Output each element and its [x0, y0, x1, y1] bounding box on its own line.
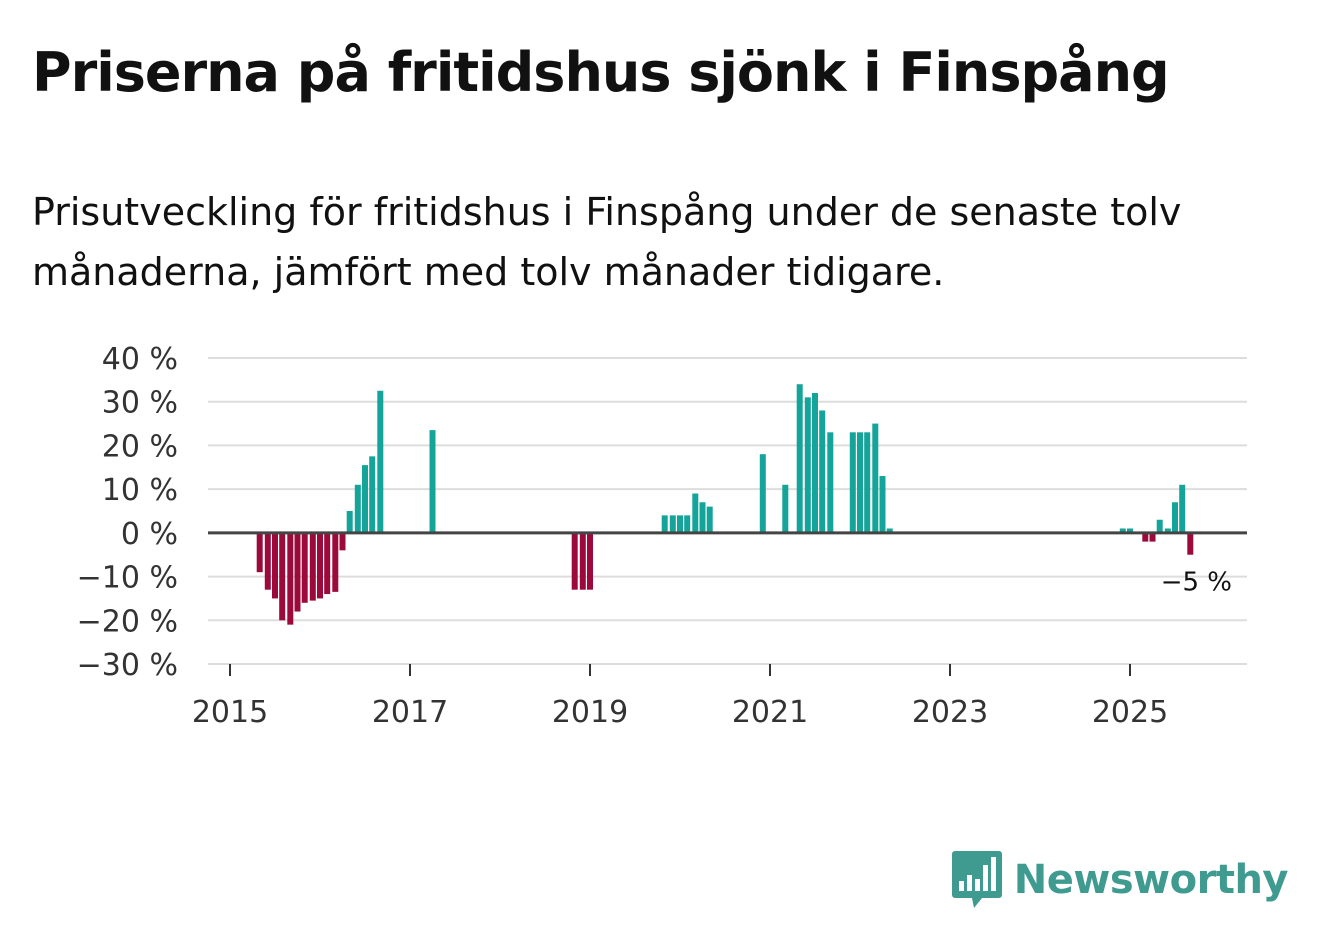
y-tick-label: 30 % [102, 386, 178, 421]
bar [864, 432, 871, 533]
bar [819, 410, 826, 533]
bar [706, 506, 713, 533]
chart-subtitle: Prisutveckling för fritidshus i Finspång… [32, 190, 1182, 294]
bar [587, 532, 593, 590]
bar [294, 532, 301, 612]
bar [661, 515, 668, 533]
brand-name: Newsworthy [1013, 857, 1289, 903]
bar [796, 384, 803, 533]
bar [309, 532, 316, 601]
bar [879, 476, 886, 533]
bar [429, 430, 436, 533]
y-tick-label: −10 % [77, 561, 178, 596]
bar [287, 532, 294, 625]
bar [1179, 484, 1186, 533]
x-tick-label: 2021 [732, 695, 808, 730]
chart-title: Priserna på fritidshus sjönk i Finspång [32, 41, 1170, 104]
x-tick-label: 2025 [1092, 695, 1168, 730]
x-tick-label: 2019 [552, 695, 628, 730]
bar [1149, 532, 1156, 542]
bar [354, 484, 361, 533]
y-tick-label: −20 % [77, 604, 178, 639]
bar [362, 465, 368, 533]
bars [256, 384, 1194, 625]
x-tick-label: 2017 [372, 695, 448, 730]
y-tick-label: 0 % [121, 517, 178, 552]
newsworthy-logo: Newsworthy [951, 851, 1289, 909]
bar [759, 454, 766, 533]
bar [256, 532, 263, 573]
bar [1119, 528, 1126, 533]
bar [1172, 502, 1178, 533]
bar [669, 515, 676, 533]
bar [849, 432, 856, 533]
x-axis: 2015 2017 2019 2021 2023 2025 [192, 663, 1247, 730]
bar [684, 515, 691, 533]
bar [339, 532, 346, 551]
bar [324, 532, 331, 595]
bar [812, 392, 818, 533]
y-tick-label: −30 % [77, 648, 178, 683]
newsworthy-logo-icon [951, 851, 1002, 908]
bar [692, 493, 699, 533]
bar [857, 432, 863, 533]
x-tick-label: 2015 [192, 695, 268, 730]
bar [377, 390, 384, 533]
bar [1187, 532, 1194, 555]
bar [699, 502, 706, 533]
bar [827, 432, 834, 533]
bar [804, 397, 811, 533]
bar [279, 532, 286, 621]
bar [332, 532, 339, 592]
bar [579, 532, 586, 590]
bar [272, 532, 278, 599]
y-tick-label: 20 % [102, 429, 178, 464]
bar [1164, 528, 1171, 533]
bar [1142, 532, 1149, 542]
bar [886, 528, 893, 533]
bar [1127, 528, 1133, 533]
bar [571, 532, 578, 590]
bar [1156, 519, 1163, 533]
bar [782, 484, 789, 533]
bar [317, 532, 323, 599]
x-tick-label: 2023 [912, 695, 988, 730]
bar [872, 423, 879, 533]
y-tick-label: 40 % [102, 342, 178, 377]
bar [346, 511, 353, 533]
bar [264, 532, 271, 590]
bar [369, 456, 376, 533]
y-tick-label: 10 % [102, 473, 178, 508]
bar [301, 532, 308, 603]
bar-chart: 40 %30 %20 %10 %0 %−10 %−20 %−30 % 2015 2… [77, 342, 1247, 730]
y-axis-labels: 40 % 30 % 20 % 10 % 0 % −10 % −20 % −30 % [77, 342, 178, 683]
end-value-label: −5 % [1161, 568, 1232, 598]
bar [677, 515, 683, 533]
